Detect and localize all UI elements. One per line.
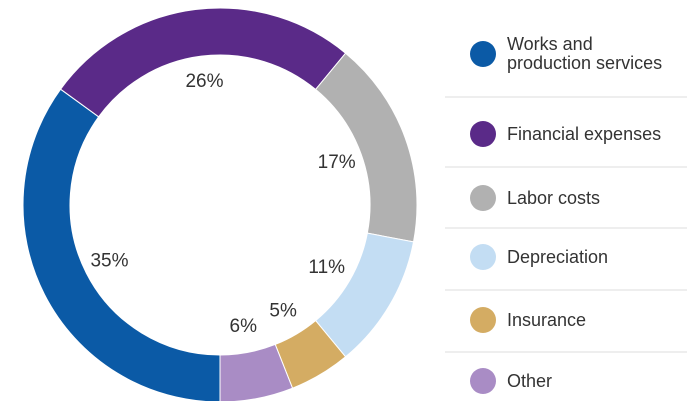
donut-segment <box>219 343 294 401</box>
data-label: 35% <box>90 250 128 271</box>
donut-segment <box>59 7 347 118</box>
legend-label: Labor costs <box>507 187 601 208</box>
data-label: 26% <box>185 71 223 92</box>
legend-label: Works and production services <box>507 34 663 73</box>
legend-label: Insurance <box>507 309 587 330</box>
legend-swatch <box>470 244 496 270</box>
data-label: 11% <box>308 257 345 278</box>
legend-label: Financial expenses <box>507 123 662 144</box>
legend-swatch <box>470 41 496 67</box>
data-label: 17% <box>318 152 356 173</box>
legend-swatch <box>470 121 496 147</box>
legend-swatch <box>470 307 496 333</box>
legend-label: Depreciation <box>507 246 609 267</box>
legend-label: Other <box>507 370 553 391</box>
donut-segment <box>22 88 221 401</box>
legend-swatch <box>470 185 496 211</box>
legend-swatch <box>470 368 496 394</box>
data-label: 6% <box>230 316 258 337</box>
donut-segment <box>314 52 418 243</box>
data-label: 5% <box>269 301 297 322</box>
